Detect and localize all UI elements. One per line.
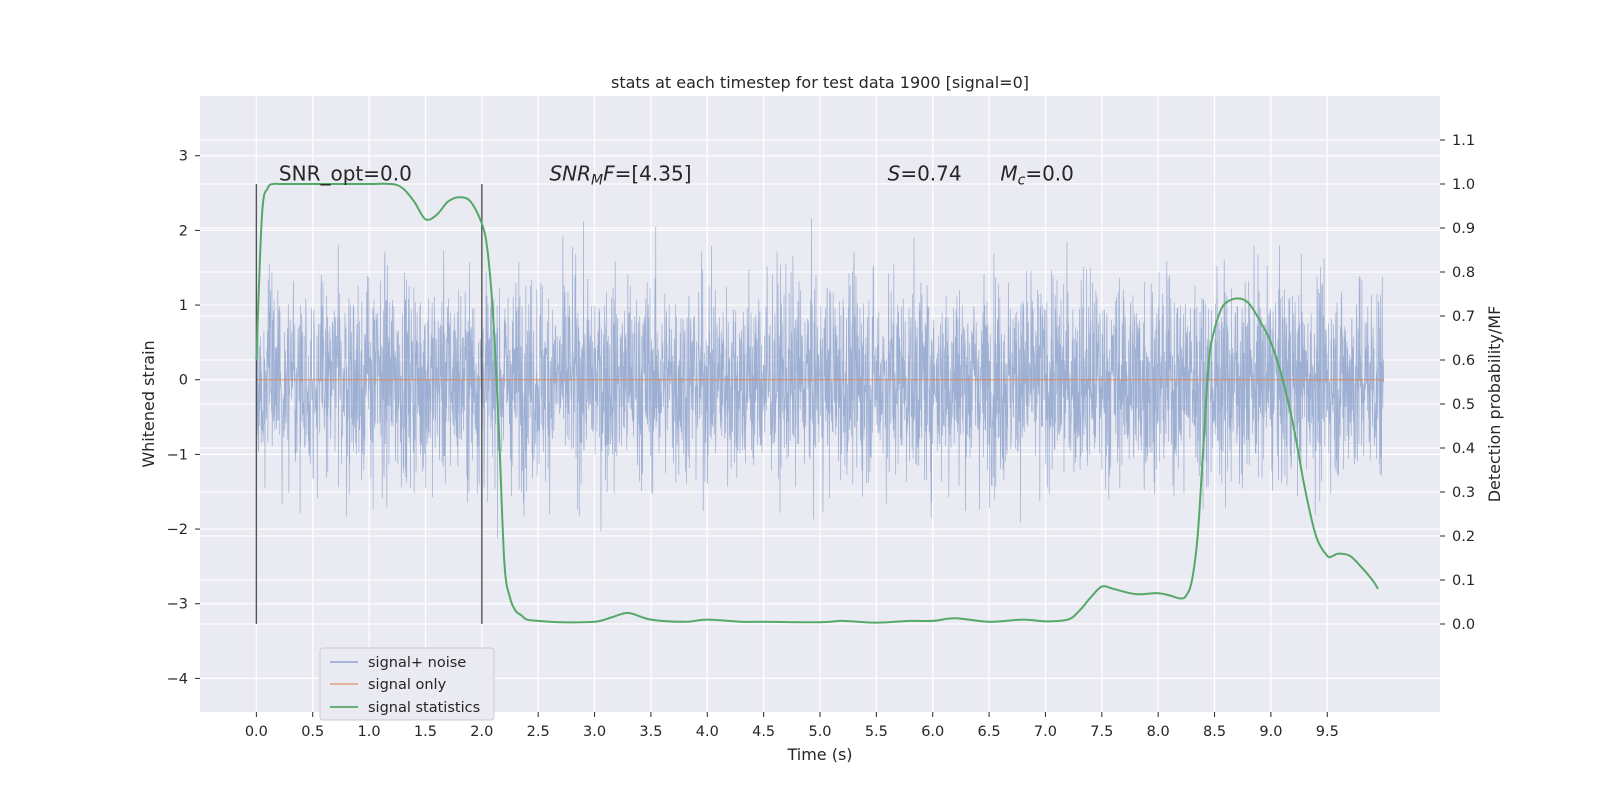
y-left-axis-label: Whitened strain [139,340,158,467]
x-axis-label: Time (s) [786,745,852,764]
y-right-tick-label: 0.5 [1452,397,1475,413]
x-tick-label: 6.5 [978,724,1001,740]
chart-title: stats at each timestep for test data 190… [611,73,1029,92]
y-right-tick-label: 0.4 [1452,441,1475,457]
y-left-tick-label: 2 [179,223,188,239]
x-tick-labels: 0.0 0.5 1.0 1.5 2.0 2.5 3.0 3.5 4.0 4.5 5.0 5.5 6.0 6… [245,712,1339,740]
x-tick-label: 7.0 [1034,724,1057,740]
x-tick-label: 4.5 [752,724,775,740]
legend-label-signal-only: signal only [368,677,447,693]
x-tick-label: 2.5 [527,724,550,740]
x-tick-label: 5.0 [808,724,831,740]
x-tick-label: 2.0 [470,724,493,740]
grid [200,96,1440,712]
y-left-tick-label: 0 [179,373,188,389]
x-tick-label: 1.5 [414,724,437,740]
x-tick-label: 3.0 [583,724,606,740]
x-tick-label: 8.0 [1147,724,1170,740]
x-tick-label: 1.0 [358,724,381,740]
legend-label-statistics: signal statistics [368,700,480,716]
y-left-tick-label: −1 [167,447,188,463]
x-tick-label: 0.5 [301,724,324,740]
x-tick-label: 0.0 [245,724,268,740]
annotations: SNR_opt=0.0 SNRMF=[4.35] S=0.74 Mc=0.0 [279,161,1074,188]
y-right-tick-labels: 0.0 0.1 0.2 0.3 0.4 0.5 0.6 0.7 0.8 0.9 1.0 1.1 [1440,133,1475,633]
series-signal-statistics [255,182,1379,624]
series-signal-noise [256,218,1384,539]
legend-box [319,647,495,721]
annotation-mc-stat: Mc=0.0 [1000,161,1074,188]
x-tick-label: 9.5 [1316,724,1339,740]
y-right-tick-label: 0.9 [1452,221,1475,237]
x-tick-label: 5.5 [865,724,888,740]
y-left-tick-label: 1 [179,298,188,314]
y-right-tick-label: 1.0 [1452,177,1475,193]
y-right-tick-label: 0.7 [1452,309,1475,325]
y-left-tick-label: −4 [167,671,188,687]
y-left-tick-label: −2 [167,522,188,538]
annotation-snr-mf: SNRMF=[4.35] [549,161,691,188]
y-left-tick-label: 3 [179,149,188,165]
y-right-tick-label: 0.3 [1452,485,1475,501]
vertical-lines [255,184,483,624]
x-tick-label: 6.0 [921,724,944,740]
noise-series [256,218,1384,539]
y-right-axis-label: Detection probability/MF [1485,306,1504,503]
y-right-tick-label: 0.8 [1452,265,1475,281]
x-tick-label: 9.0 [1259,724,1282,740]
annotation-s-stat: S=0.74 [888,161,962,185]
y-right-tick-label: 0.2 [1452,529,1475,545]
y-right-tick-label: 0.1 [1452,573,1475,589]
x-tick-label: 7.5 [1090,724,1113,740]
legend-label-noise: signal+ noise [368,655,466,671]
x-tick-label: 3.5 [639,724,662,740]
y-left-tick-labels: −4 −3 −2 −1 0 1 2 3 [167,149,200,687]
signal-statistics-series [255,182,1379,624]
x-tick-label: 4.0 [696,724,719,740]
x-tick-label: 8.5 [1203,724,1226,740]
y-right-tick-label: 0.6 [1452,353,1475,369]
y-left-tick-label: −3 [167,597,188,613]
legend: signal+ noise signal only signal statist… [319,647,495,721]
y-right-tick-label: 1.1 [1452,133,1475,149]
annotation-snr-opt: SNR_opt=0.0 [279,161,412,185]
y-right-tick-label: 0.0 [1452,617,1475,633]
